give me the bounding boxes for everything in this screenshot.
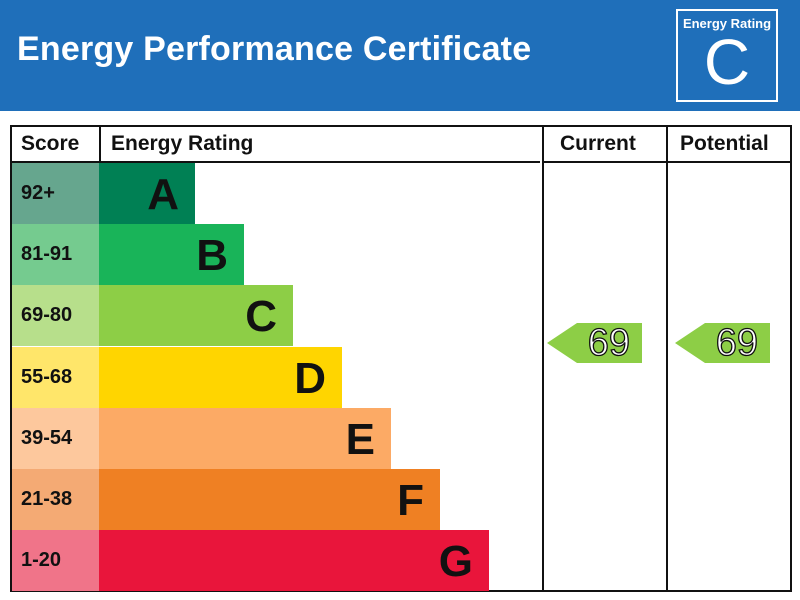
- energy-rating-badge: Energy Rating C: [676, 9, 778, 102]
- band-letter: F: [397, 476, 424, 525]
- divider: [666, 127, 668, 590]
- header-current: Current: [560, 132, 636, 155]
- band-score: 1-20: [12, 530, 99, 592]
- badge-letter: C: [703, 26, 751, 98]
- band-letter: A: [147, 170, 179, 219]
- band-score: 92+: [12, 163, 99, 224]
- potential-rating-arrow: 69: [675, 321, 770, 365]
- band-bar: E: [99, 407, 391, 469]
- band-letter: B: [196, 231, 228, 281]
- band-letter: E: [345, 414, 375, 464]
- potential-value: 69: [715, 321, 759, 364]
- divider: [12, 161, 540, 163]
- band-score: 39-54: [12, 407, 99, 469]
- band-bar: C: [99, 285, 293, 347]
- header-score: Score: [21, 132, 80, 155]
- band-letter: G: [438, 537, 473, 587]
- header-energy-rating: Energy Rating: [111, 132, 254, 155]
- current-value: 69: [587, 321, 631, 364]
- current-rating-arrow: 69: [547, 321, 642, 365]
- band-bar: B: [99, 224, 244, 286]
- badge-label: Energy Rating: [682, 16, 772, 31]
- divider: [542, 161, 790, 163]
- band-score: 81-91: [12, 224, 99, 286]
- page-title: Energy Performance Certificate: [17, 30, 532, 68]
- band-bar: A: [99, 163, 195, 224]
- band-score: 55-68: [12, 346, 99, 408]
- band-score: 21-38: [12, 469, 99, 530]
- band-bar: F: [99, 469, 440, 530]
- band-letter: D: [294, 353, 326, 403]
- rating-table: Score Energy Rating Current Potential 92…: [10, 125, 792, 592]
- band-letter: C: [245, 292, 277, 342]
- band-bar: D: [99, 346, 342, 408]
- header-potential: Potential: [680, 132, 769, 155]
- band-score: 69-80: [12, 285, 99, 347]
- divider: [99, 127, 101, 163]
- divider: [542, 127, 544, 590]
- header-banner: Energy Performance Certificate Energy Ra…: [0, 0, 800, 111]
- band-bar: G: [99, 530, 489, 592]
